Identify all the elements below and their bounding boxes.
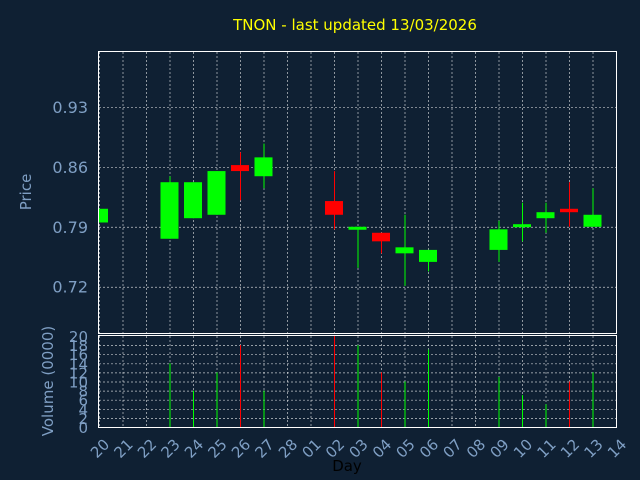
candle-body <box>254 157 273 177</box>
day-tick-label: 24 <box>181 436 207 462</box>
day-tick-label: 06 <box>416 436 442 462</box>
candle-body <box>395 247 414 254</box>
day-tick-label: 27 <box>252 436 278 462</box>
volume-tick-label: 2 <box>78 410 88 428</box>
price-tick-label: 0.72 <box>52 278 88 297</box>
candle-body <box>160 182 179 239</box>
price-plot-frame <box>98 51 617 334</box>
day-tick-label: 26 <box>228 436 254 462</box>
candle-body <box>207 171 226 215</box>
chart-title: TNON - last updated 13/03/2026 <box>232 16 477 34</box>
candle-body <box>325 201 343 215</box>
day-tick-label: 28 <box>275 436 301 462</box>
price-tick-labels: 0.72 0.79 0.86 0.93 <box>52 98 88 297</box>
volume-tick-label: 6 <box>78 392 88 410</box>
day-tick-label: 11 <box>534 436 560 462</box>
day-tick-label: 10 <box>510 436 536 462</box>
day-tick-label: 20 <box>87 436 113 462</box>
day-tick-label: 09 <box>487 436 513 462</box>
day-tick-label: 07 <box>440 436 466 462</box>
candle-body <box>583 214 602 227</box>
price-tick-label: 0.79 <box>52 218 88 237</box>
price-tick-label: 0.86 <box>52 158 88 177</box>
candle-body <box>231 165 249 172</box>
candle-body <box>419 249 437 262</box>
day-tick-label: 04 <box>369 436 395 462</box>
candle-body <box>560 208 578 213</box>
candle-body <box>489 229 508 250</box>
day-tick-label: 23 <box>158 436 184 462</box>
price-tick-label: 0.93 <box>52 98 88 117</box>
volume-tick-label: 12 <box>69 364 88 382</box>
volume-plot-frame <box>98 335 617 428</box>
candle-body <box>513 224 531 228</box>
volume-tick-label: 10 <box>69 374 88 392</box>
day-tick-label: 08 <box>463 436 489 462</box>
candles <box>99 143 602 286</box>
volume-tick-label: 8 <box>78 383 88 401</box>
volume-tick-label: 20 <box>69 328 88 346</box>
day-tick-label: 25 <box>205 436 231 462</box>
day-tick-label: 05 <box>393 436 419 462</box>
day-tick-label: 14 <box>604 436 630 462</box>
volume-bars <box>169 336 594 427</box>
candle-body <box>372 232 390 242</box>
volume-tick-label: 18 <box>69 337 88 355</box>
day-tick-label: 22 <box>134 436 160 462</box>
day-tick-label: 01 <box>299 436 325 462</box>
volume-axis-label: Volume (0000) <box>39 326 57 436</box>
candle-body <box>348 226 367 230</box>
price-axis-label: Price <box>17 174 35 211</box>
candle-body <box>536 212 555 219</box>
volume-tick-label: 4 <box>78 401 88 419</box>
day-tick-label: 21 <box>111 436 137 462</box>
volume-tick-label: 0 <box>78 419 88 437</box>
candle-body <box>184 182 202 219</box>
candle-body <box>99 208 108 223</box>
day-axis-label: Day <box>332 457 362 475</box>
volume-tick-label: 16 <box>69 346 88 364</box>
day-tick-label: 13 <box>581 436 607 462</box>
day-tick-label: 12 <box>557 436 583 462</box>
volume-tick-label: 14 <box>69 355 88 373</box>
